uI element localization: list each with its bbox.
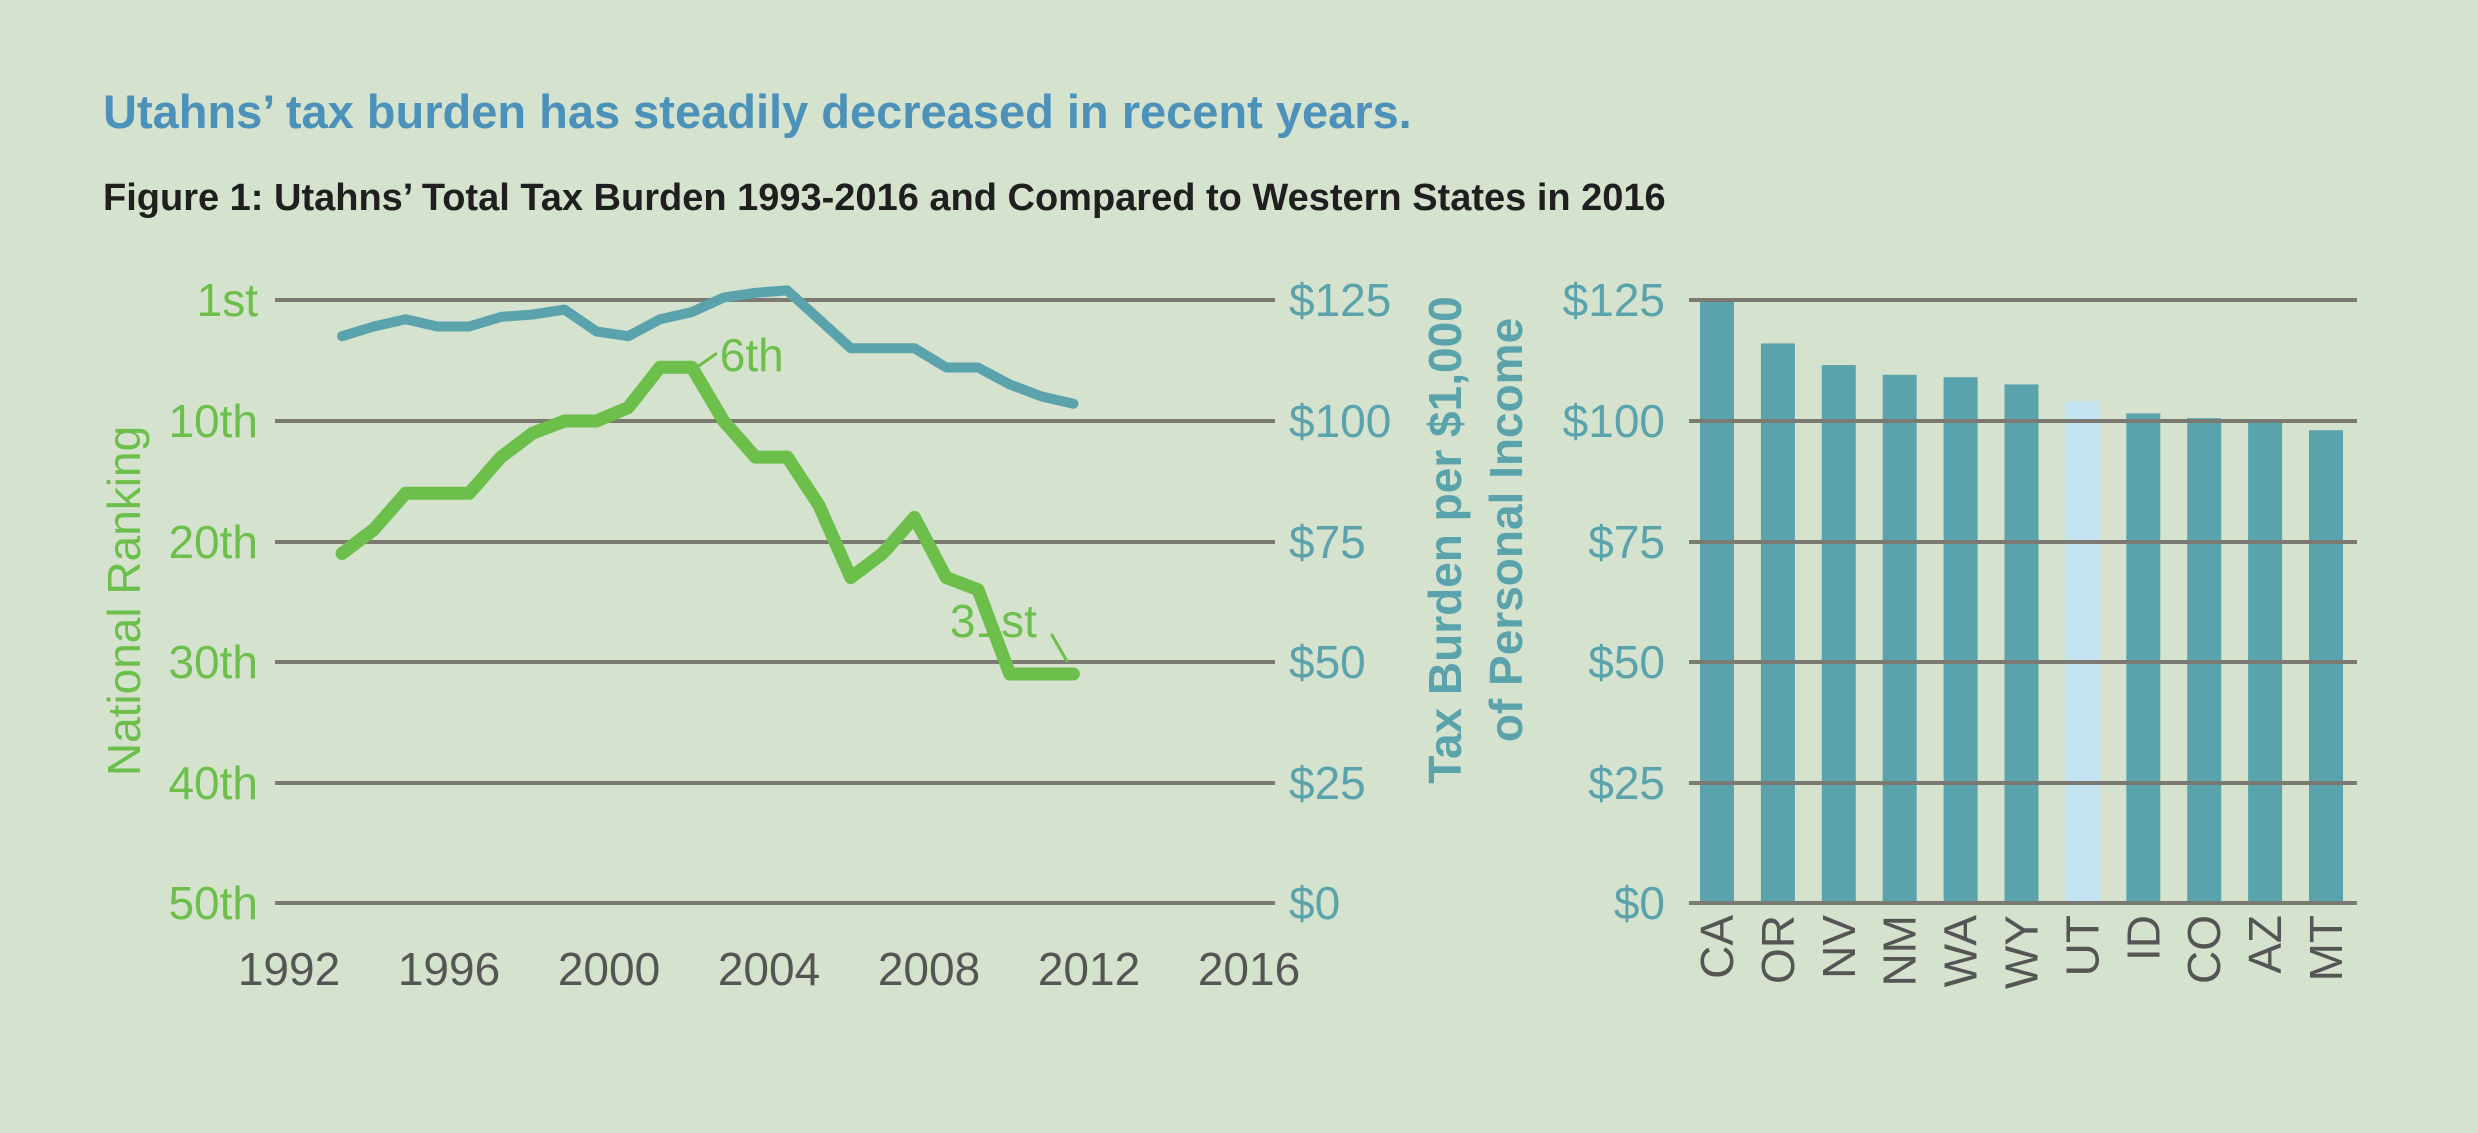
right-axis-label-line1: Tax Burden per $1,000 [1419, 296, 1471, 783]
bar-ut [2065, 401, 2100, 903]
bar-wa [1943, 377, 1978, 903]
bar-category-label: WA [1935, 915, 1987, 988]
headline: Utahns’ tax burden has steadily decrease… [103, 85, 1412, 138]
bar-y-tick-label: $125 [1563, 274, 1665, 326]
right-axis-tick-label: $125 [1289, 274, 1391, 326]
bar-category-label: OR [1752, 915, 1804, 984]
bar-wy [2004, 384, 2039, 903]
left-axis-label: National Ranking [98, 426, 150, 776]
x-axis-tick-label: 2016 [1198, 943, 1300, 995]
bar-category-label: ID [2117, 915, 2169, 961]
figure-title: Figure 1: Utahns’ Total Tax Burden 1993-… [103, 177, 1666, 219]
bar-nm [1882, 374, 1917, 903]
bar-category-label: CO [2178, 915, 2230, 984]
bar-y-tick-label: $100 [1563, 395, 1665, 447]
bar-y-tick-label: $75 [1588, 516, 1665, 568]
right-axis-tick-label: $100 [1289, 395, 1391, 447]
left-axis-tick-label: 1st [197, 274, 259, 326]
bar-y-tick-label: $50 [1588, 636, 1665, 688]
bar-chart: $125 $100 $75 $50 $25 $0 CA OR NV NM WA WY UT ID CO AZ M… [1563, 274, 2357, 989]
bar-category-label: UT [2056, 915, 2108, 976]
bar-mt [2309, 430, 2343, 903]
annotation-6th: 6th [720, 329, 784, 381]
x-axis-tick-label: 2004 [718, 943, 820, 995]
right-axis-label-line2: of Personal Income [1480, 318, 1532, 742]
tax-burden-line [337, 285, 1079, 409]
bar-nv [1821, 365, 1856, 904]
left-axis-tick-label: 10th [168, 395, 258, 447]
right-axis-tick-label: $0 [1289, 877, 1340, 929]
bar-category-label: WY [1996, 915, 2048, 989]
x-axis-tick-label: 2012 [1038, 943, 1140, 995]
x-axis-tick-label: 2000 [558, 943, 660, 995]
annotation-leader-31st [1050, 633, 1069, 663]
bar-id [2126, 413, 2161, 903]
annotation-31st: 31st [950, 595, 1037, 647]
x-axis-tick-label: 1992 [238, 943, 340, 995]
annotation-leader-6th [695, 351, 718, 369]
right-axis-tick-label: $50 [1289, 636, 1366, 688]
x-axis-tick-label: 1996 [398, 943, 500, 995]
bar-category-label: CA [1691, 915, 1743, 979]
line-chart: 1st 10th 20th 30th 40th 50th $125 $100 $75 $50 $25… [98, 274, 1532, 995]
bar-category-label: NV [1813, 915, 1865, 979]
bar-y-tick-label: $0 [1614, 877, 1665, 929]
right-axis-tick-label: $25 [1289, 757, 1366, 809]
bar-ca [1700, 300, 1734, 903]
national-ranking-line [335, 360, 1080, 681]
bar-category-label: MT [2300, 915, 2352, 981]
left-axis-tick-label: 40th [168, 757, 258, 809]
left-axis-tick-label: 20th [168, 516, 258, 568]
x-axis-tick-label: 2008 [878, 943, 980, 995]
left-axis-tick-label: 30th [168, 636, 258, 688]
left-axis-tick-label: 50th [168, 877, 258, 929]
right-axis-tick-label: $75 [1289, 516, 1366, 568]
bar-category-label: NM [1874, 915, 1926, 987]
bar-y-tick-label: $25 [1588, 757, 1665, 809]
bar-or [1760, 343, 1795, 903]
bar-category-label: AZ [2239, 915, 2291, 974]
